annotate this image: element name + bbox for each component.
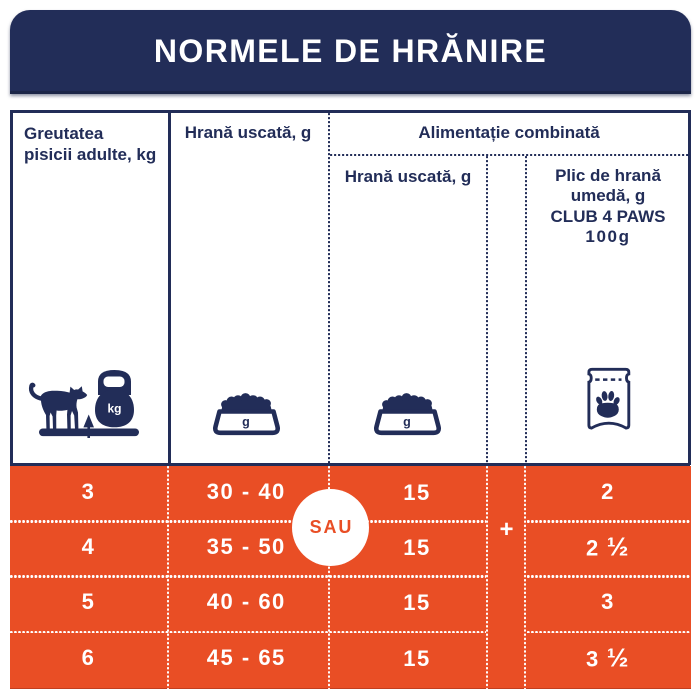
svg-text:kg: kg: [107, 402, 121, 416]
svg-text:g: g: [403, 415, 411, 429]
svg-text:g: g: [242, 415, 250, 429]
